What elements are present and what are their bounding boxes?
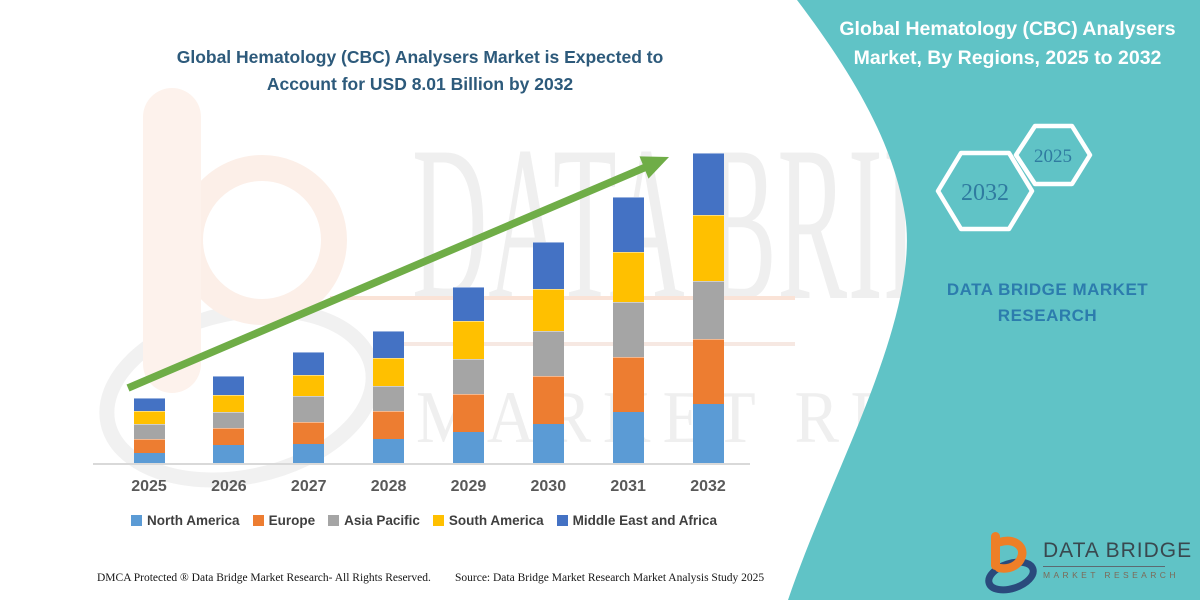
watermark-swoosh-line2 [380,342,795,346]
footer-source-text: Source: Data Bridge Market Research Mark… [455,572,765,584]
brand-text-line1: DATA BRIDGE MARKET [946,280,1149,299]
logo-b-icon [985,532,1037,594]
legend-swatch-europe [252,515,264,526]
x-axis-label-2025: 2025 [131,478,167,495]
hexagon-2025-icon [1013,123,1093,187]
x-axis-label-2031: 2031 [610,478,646,495]
brand-text: DATA BRIDGE MARKET RESEARCH [895,277,1200,328]
legend: North America Europe Asia Pacific South Ame… [88,513,760,528]
trend-arrow-line [126,163,648,392]
x-axis-label-2030: 2030 [530,478,567,495]
x-axis-label-2029: 2029 [450,478,487,495]
company-logo: DATA BRIDGE MARKET RESEARCH [983,528,1195,594]
chart-title: Global Hematology (CBC) Analysers Market… [95,44,745,98]
legend-swatch-south-america [432,515,444,526]
chart-title-line2: Account for USD 8.01 Billion by 2032 [266,74,574,95]
hexagon-2032-year: 2032 [961,180,1009,206]
legend-swatch-asia-pacific [328,515,340,526]
brand-text-line2: RESEARCH [997,305,1098,325]
logo-divider [1043,566,1165,567]
legend-swatch-middle-east-and-africa [556,515,568,526]
hexagons-graphic: 2032 2025 [935,123,1093,232]
legend-label-middle-east-and-africa: Middle East and Africa [572,513,717,528]
panel-title-line2: Market, By Regions, 2025 to 2032 [853,46,1162,69]
x-axis-baseline [93,463,750,465]
logo-name: DATA BRIDGE [1043,539,1193,562]
legend-item-middle-east-and-africa: Middle East and Africa [556,513,717,528]
panel-title: Global Hematology (CBC) Analysers Market… [825,15,1190,73]
teal-panel-shape [788,0,1200,600]
legend-item-asia-pacific: Asia Pacific [328,513,420,528]
x-axis-label-2028: 2028 [370,478,407,495]
legend-item-europe: Europe [252,513,316,528]
watermark-b-icon [99,88,381,488]
panel-title-line1: Global Hematology (CBC) Analysers [839,18,1176,40]
legend-label-europe: Europe [268,513,316,528]
hexagon-2032-icon [935,150,1035,232]
x-axis-label-2026: 2026 [211,478,247,495]
x-axis-label-2027: 2027 [290,478,327,495]
legend-swatch-north-america [131,515,143,526]
legend-label-north-america: North America [147,513,240,528]
chart-title-line1: Global Hematology (CBC) Analysers Market… [176,47,664,67]
legend-label-south-america: South America [448,513,544,528]
hexagon-2025-year: 2025 [1034,146,1072,167]
logo-subtitle: MARKET RESEARCH [1043,570,1179,580]
legend-item-north-america: North America [131,513,240,528]
legend-label-asia-pacific: Asia Pacific [344,513,420,528]
x-axis-label-2032: 2032 [690,478,726,495]
footer-dmca-text: DMCA Protected ® Data Bridge Market Rese… [97,572,431,584]
trend-arrow-head [639,156,669,179]
legend-item-south-america: South America [432,513,544,528]
